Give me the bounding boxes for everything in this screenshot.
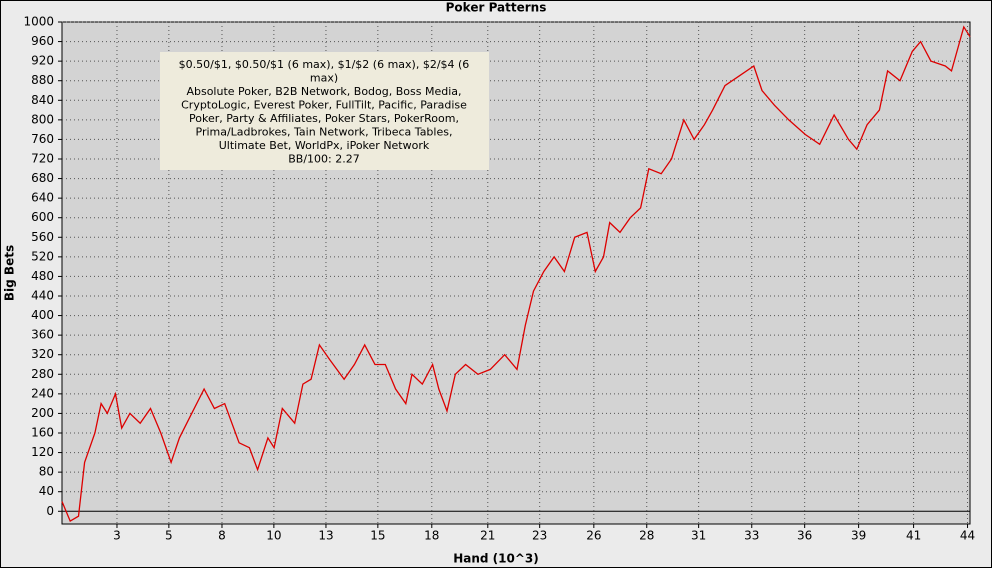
annotation-box bbox=[160, 52, 489, 170]
annotation-line: CryptoLogic, Everest Poker, FullTilt, Pa… bbox=[181, 99, 467, 112]
x-tick-label: 15 bbox=[370, 529, 385, 543]
x-tick-label: 18 bbox=[424, 529, 439, 543]
y-tick-label: 40 bbox=[39, 484, 54, 498]
y-tick-label: 960 bbox=[31, 34, 54, 48]
x-tick-label: 31 bbox=[691, 529, 706, 543]
y-tick-label: 720 bbox=[31, 151, 54, 165]
x-tick-label: 13 bbox=[318, 529, 333, 543]
x-tick-label: 8 bbox=[218, 529, 226, 543]
x-tick-label: 41 bbox=[906, 529, 921, 543]
y-axis-label: Big Bets bbox=[3, 245, 17, 301]
y-tick-label: 760 bbox=[31, 132, 54, 146]
x-tick-label: 39 bbox=[851, 529, 866, 543]
annotation-line: $0.50/$1, $0.50/$1 (6 max), $1/$2 (6 max… bbox=[179, 58, 470, 71]
x-tick-label: 36 bbox=[797, 529, 812, 543]
y-tick-label: 880 bbox=[31, 73, 54, 87]
x-tick-label: 23 bbox=[532, 529, 547, 543]
y-tick-label: 400 bbox=[31, 308, 54, 322]
annotation-line: BB/100: 2.27 bbox=[288, 153, 360, 166]
x-tick-label: 10 bbox=[266, 529, 281, 543]
x-tick-label: 28 bbox=[639, 529, 654, 543]
y-tick-label: 520 bbox=[31, 249, 54, 263]
annotation-line: Poker, Party & Affiliates, Poker Stars, … bbox=[189, 112, 459, 125]
chart-title: Poker Patterns bbox=[446, 1, 547, 15]
x-tick-label: 26 bbox=[586, 529, 601, 543]
y-tick-label: 160 bbox=[31, 425, 54, 439]
y-tick-label: 0 bbox=[46, 504, 54, 518]
y-tick-label: 120 bbox=[31, 445, 54, 459]
x-tick-label: 3 bbox=[113, 529, 121, 543]
y-tick-label: 800 bbox=[31, 112, 54, 126]
y-tick-label: 640 bbox=[31, 191, 54, 205]
data-line bbox=[61, 25, 971, 523]
y-tick-label: 1000 bbox=[23, 15, 54, 29]
y-tick-label: 360 bbox=[31, 328, 54, 342]
x-axis-label: Hand (10^3) bbox=[453, 552, 539, 566]
annotation-line: Prima/Ladbrokes, Tain Network, Tribeca T… bbox=[196, 126, 453, 139]
y-tick-label: 80 bbox=[39, 465, 54, 479]
y-tick-label: 600 bbox=[31, 210, 54, 224]
y-tick-label: 200 bbox=[31, 406, 54, 420]
x-tick-label: 44 bbox=[960, 529, 975, 543]
annotation-line: Absolute Poker, B2B Network, Bodog, Boss… bbox=[186, 85, 461, 98]
y-tick-label: 440 bbox=[31, 288, 54, 302]
x-tick-label: 5 bbox=[165, 529, 173, 543]
annotation-line: max) bbox=[310, 72, 338, 85]
y-tick-label: 320 bbox=[31, 347, 54, 361]
y-tick-label: 240 bbox=[31, 386, 54, 400]
y-tick-label: 680 bbox=[31, 171, 54, 185]
x-tick-label: 21 bbox=[480, 529, 495, 543]
y-tick-label: 480 bbox=[31, 269, 54, 283]
x-tick-label: 33 bbox=[744, 529, 759, 543]
y-tick-label: 560 bbox=[31, 230, 54, 244]
y-tick-label: 280 bbox=[31, 367, 54, 381]
y-tick-label: 920 bbox=[31, 54, 54, 68]
y-tick-label: 840 bbox=[31, 93, 54, 107]
annotation-line: Ultimate Bet, WorldPx, iPoker Network bbox=[219, 139, 430, 152]
